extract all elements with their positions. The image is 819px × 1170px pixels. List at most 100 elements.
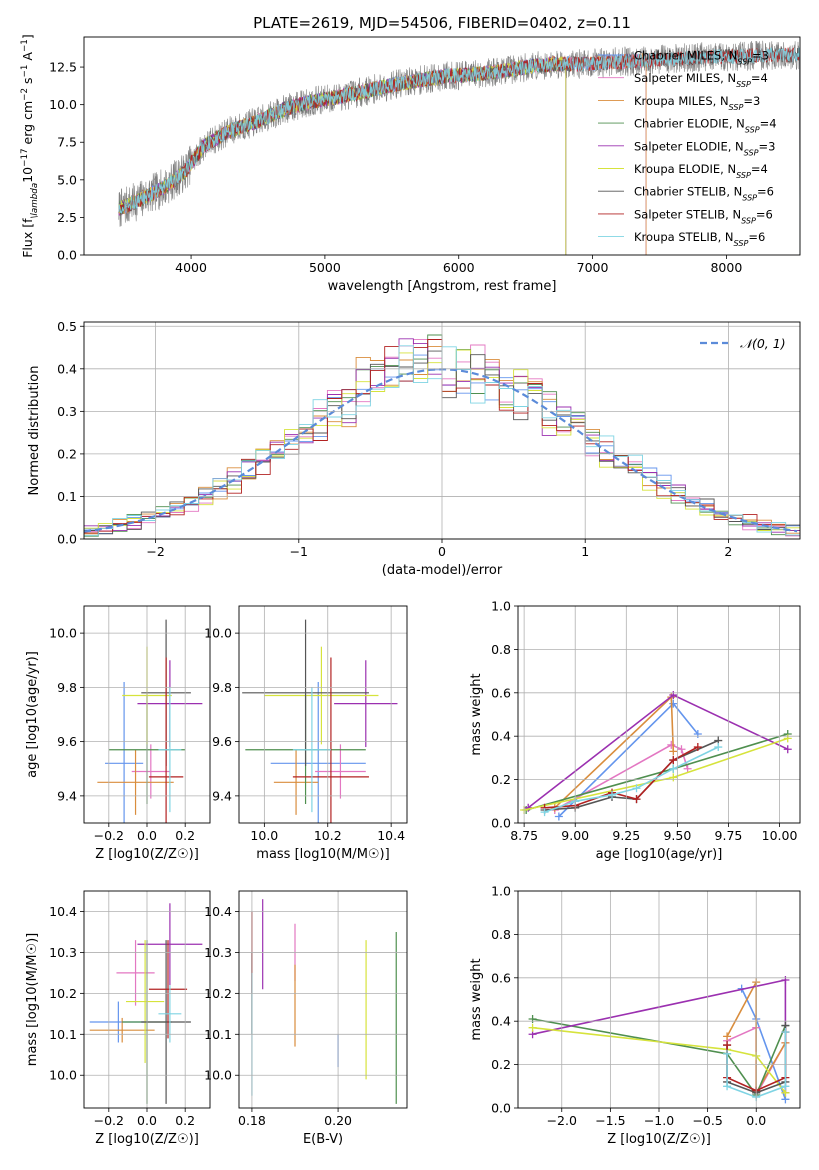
weight-point: [723, 1041, 732, 1050]
axes-weight-vs-age: 8.75 9.00 9.25 9.50 9.75 10.00 0.0 0.2 0.4 0.6 0.8…: [469, 599, 801, 862]
y-tick-label: 2.5: [57, 210, 77, 225]
x-tick-label: 0.2: [175, 828, 195, 843]
y-tick-label: 7.5: [57, 135, 77, 150]
weight-line: [554, 695, 675, 809]
weight-point: [669, 747, 678, 756]
x-tick-label: 7000: [577, 260, 609, 275]
y-tick-label: 10.0: [204, 626, 232, 641]
y-tick-label: 10.2: [204, 986, 232, 1001]
x-tick-label: 0.0: [137, 1113, 157, 1128]
axes-frame: [517, 605, 801, 824]
weight-point: [669, 699, 678, 708]
legend-label: Kroupa STELIB, NSSP=6: [634, 230, 765, 248]
x-tick-label: 10.0: [250, 828, 278, 843]
weight-line: [532, 1026, 787, 1094]
legend-label: Chabrier ELODIE, NSSP=4: [634, 117, 777, 135]
y-tick-label: 0.5: [57, 319, 77, 334]
weight-point: [528, 1015, 537, 1024]
weight-point: [723, 1082, 732, 1091]
x-tick-label: 4000: [175, 260, 207, 275]
spectrum-legend: Chabrier MILES, NSSP=3 Salpeter MILES, NS…: [598, 49, 777, 248]
legend-label: Kroupa MILES, NSSP=3: [634, 94, 760, 112]
y-tick-label: 9.6: [212, 734, 232, 749]
plot-area: [520, 690, 792, 821]
weight-point: [554, 812, 563, 821]
x-axis-label: wavelength [Angstrom, rest frame]: [328, 279, 557, 294]
x-tick-label: −1.0: [644, 1113, 674, 1128]
y-axis-label: mass weight: [469, 673, 484, 755]
axes-mass-vs-ebv: 0.18 0.20 10.0 10.1 10.2 10.3 10.4 E(B-V): [204, 890, 408, 1147]
axes-age-vs-mass: 10.0 10.2 10.4 9.4 9.6 9.8 10.0 mass [log10(M/M…: [204, 605, 408, 862]
axes-frame: [83, 890, 211, 1109]
axes-frame: [83, 605, 211, 824]
y-tick-label: 10.0: [49, 626, 77, 641]
y-tick-label: 0.4: [491, 729, 511, 744]
y-tick-label: 10.1: [49, 1027, 77, 1042]
y-tick-label: 0.0: [57, 248, 77, 263]
legend-label: Chabrier STELIB, NSSP=6: [634, 185, 774, 203]
axes-frame: [517, 890, 801, 1109]
legend-label: Salpeter ELODIE, NSSP=3: [634, 139, 775, 157]
y-tick-label: 0.6: [491, 685, 511, 700]
axes-frame: [83, 36, 801, 256]
x-tick-label: 9.75: [715, 828, 743, 843]
plot-area: [118, 40, 800, 255]
x-tick-label: 5000: [309, 260, 341, 275]
y-tick-label: 10.4: [204, 904, 232, 919]
x-tick-label: 0.20: [324, 1113, 352, 1128]
y-tick-label: 10.2: [49, 986, 77, 1001]
weight-point: [781, 1082, 790, 1091]
y-tick-label: 0.2: [57, 446, 77, 461]
y-tick-label: 9.8: [212, 680, 232, 695]
legend-label: Salpeter MILES, NSSP=4: [634, 71, 768, 89]
y-tick-label: 0.0: [57, 532, 77, 547]
weight-line: [525, 733, 788, 811]
y-tick-label: 9.4: [57, 788, 77, 803]
x-tick-label: 10.4: [377, 828, 405, 843]
x-axis-label: (data-model)/error: [382, 563, 503, 578]
x-tick-label: −0.2: [94, 1113, 124, 1128]
x-tick-label: 8.75: [510, 828, 538, 843]
weight-point: [693, 743, 702, 752]
x-axis-label: mass [log10(M/M☉)]: [256, 847, 389, 862]
weight-point: [683, 764, 692, 773]
y-tick-label: 0.4: [491, 1014, 511, 1029]
y-tick-label: 10.3: [49, 945, 77, 960]
weight-point: [632, 795, 641, 804]
y-tick-label: 0.8: [491, 642, 511, 657]
y-tick-label: 10.0: [49, 97, 77, 112]
x-tick-label: 9.00: [561, 828, 589, 843]
x-tick-label: −1: [290, 544, 308, 559]
x-tick-label: 0.18: [238, 1113, 266, 1128]
y-tick-label: 1.0: [491, 884, 511, 899]
y-tick-label: 9.4: [212, 788, 232, 803]
y-tick-label: 0.0: [491, 1101, 511, 1116]
x-tick-label: 10.2: [314, 828, 342, 843]
y-axis-label: Normed distribution: [27, 366, 42, 496]
axes-residuals: −2 −1 0 1 2 0.0 0.1 0.2 0.3 0.4 0.5 (data-model)/er…: [27, 319, 801, 578]
x-axis-label: Z [log10(Z/Z☉)]: [607, 1132, 711, 1147]
chart-layer: 4000 5000 6000 7000 80000.02.55.07.510.012.5…: [20, 34, 801, 1147]
weight-point: [693, 730, 702, 739]
x-axis-label: E(B-V): [303, 1132, 343, 1147]
legend-label: 𝒩(0, 1): [740, 336, 786, 351]
weight-point: [608, 790, 616, 799]
y-tick-label: 10.4: [49, 904, 77, 919]
x-tick-label: 6000: [443, 260, 475, 275]
x-tick-label: 9.50: [663, 828, 691, 843]
y-tick-label: 9.8: [57, 680, 77, 695]
axes-weight-vs-Z: −2.0 −1.5 −1.0 −0.5 0.0 0.0 0.2 0.4 0.6 0.8 1.0 Z […: [469, 884, 801, 1147]
weight-point: [723, 1049, 732, 1058]
y-axis-label: mass weight: [469, 958, 484, 1040]
y-tick-label: 0.0: [491, 816, 511, 831]
x-tick-label: 2: [724, 544, 732, 559]
axes-frame: [238, 890, 408, 1109]
y-tick-label: 0.2: [491, 1057, 511, 1072]
x-tick-label: −2.0: [547, 1113, 577, 1128]
weight-point: [783, 734, 792, 743]
y-tick-label: 1.0: [491, 599, 511, 614]
x-tick-label: 10.00: [762, 828, 798, 843]
x-tick-label: 0.2: [175, 1113, 195, 1128]
y-tick-label: 0.8: [491, 927, 511, 942]
